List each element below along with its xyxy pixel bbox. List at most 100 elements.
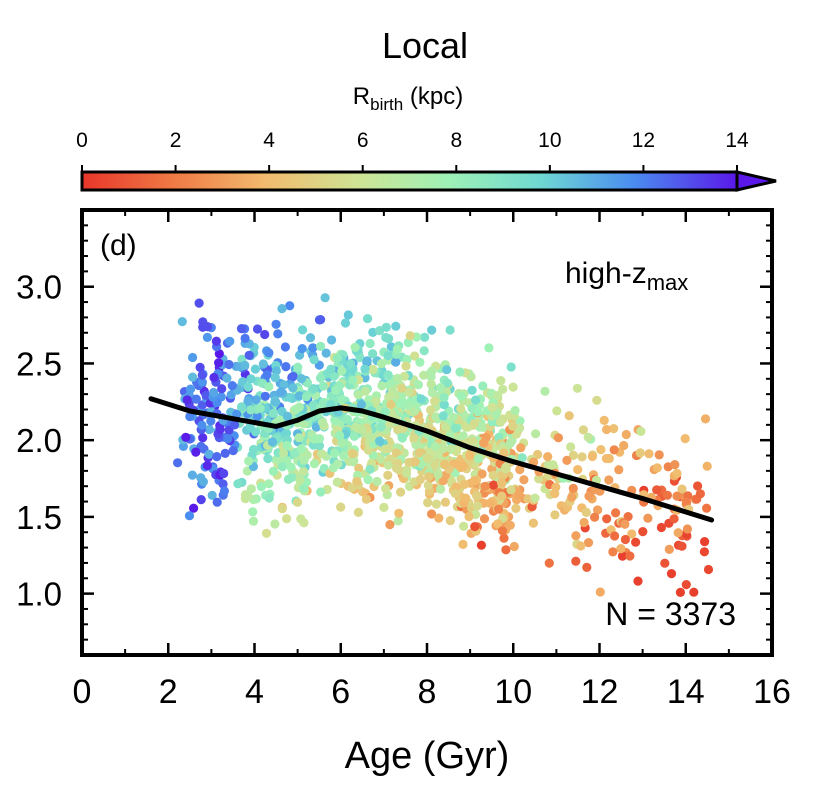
scatter-point: [448, 412, 458, 422]
scatter-point: [198, 477, 208, 487]
scatter-point: [348, 375, 358, 385]
scatter-point: [656, 522, 667, 533]
scatter-point: [420, 332, 430, 342]
scatter-point: [357, 425, 367, 435]
scatter-point: [579, 517, 589, 528]
scatter-point: [496, 478, 507, 488]
scatter-point: [332, 477, 342, 487]
scatter-point: [699, 547, 710, 557]
scatter-point: [515, 423, 525, 433]
scatter-point: [456, 404, 466, 414]
scatter-point: [288, 383, 298, 393]
scatter-point: [309, 434, 319, 444]
scatter-point: [380, 407, 390, 417]
scatter-point: [376, 359, 387, 369]
scatter-point: [329, 448, 340, 458]
scatter-point: [185, 411, 195, 422]
scatter-point: [495, 417, 506, 427]
scatter-point: [305, 333, 316, 343]
colorbar-tick-label: 4: [263, 129, 275, 152]
x-tick-label: 16: [753, 673, 791, 711]
scatter-point: [383, 470, 393, 480]
y-tick-label: 1.0: [16, 576, 62, 613]
scatter-point: [264, 348, 274, 358]
scatter-point: [282, 411, 293, 421]
scatter-point: [595, 587, 605, 597]
scatter-point: [478, 422, 488, 432]
scatter-point: [194, 298, 204, 308]
scatter-point: [700, 414, 711, 424]
x-tick-label: 2: [159, 673, 178, 711]
scatter-point: [285, 301, 295, 311]
annotation-subscript: max: [647, 270, 689, 295]
scatter-point: [277, 462, 287, 472]
scatter-point: [530, 493, 540, 503]
scatter-point: [211, 336, 221, 346]
scatter-point: [311, 422, 321, 432]
scatter-point: [446, 444, 456, 454]
scatter-point: [299, 419, 309, 429]
scatter-point: [381, 483, 391, 494]
scatter-point: [501, 545, 511, 555]
scatter-point: [445, 325, 455, 335]
colorbar: [80, 170, 739, 192]
scatter-point: [391, 321, 401, 331]
scatter-point: [567, 492, 577, 502]
scatter-point: [459, 521, 469, 531]
scatter-point: [703, 564, 714, 575]
scatter-point: [277, 304, 287, 314]
scatter-point: [264, 479, 274, 489]
x-tick-label: 8: [418, 673, 437, 711]
x-tick-label: 0: [73, 673, 92, 711]
scatter-point: [472, 501, 482, 511]
scatter-point: [680, 434, 690, 444]
scatter-point: [316, 487, 326, 497]
scatter-point: [271, 397, 281, 407]
count-label: N = 3373: [605, 596, 736, 632]
x-tick-label: 4: [245, 673, 264, 711]
scatter-point: [308, 343, 318, 353]
scatter-point: [438, 444, 448, 454]
scatter-point: [262, 370, 272, 380]
scatter-point: [682, 524, 693, 534]
scatter-point: [517, 453, 527, 463]
scatter-point: [592, 395, 602, 405]
scatter-point: [227, 381, 237, 391]
scatter-point: [505, 520, 515, 530]
scatter-point: [236, 324, 247, 334]
scatter-point: [544, 558, 554, 568]
scatter-point: [644, 449, 654, 459]
scatter-point: [488, 470, 498, 480]
scatter-point: [223, 434, 233, 444]
scatter-point: [623, 511, 633, 522]
scatter-point: [540, 386, 550, 396]
scatter-point: [604, 475, 614, 485]
scatter-point: [693, 481, 703, 491]
scatter-point: [476, 540, 486, 550]
scatter-point: [596, 445, 606, 455]
scatter-point: [430, 460, 440, 470]
scatter-point: [478, 381, 488, 391]
scatter-point: [375, 436, 385, 446]
scatter-point: [201, 390, 211, 400]
scatter-point: [496, 376, 506, 386]
scatter-point: [296, 374, 306, 384]
scatter-point: [343, 310, 353, 320]
scatter-point: [282, 514, 292, 524]
colorbar-label-unit: (kpc): [403, 83, 463, 110]
scatter-point: [590, 512, 600, 522]
scatter-point: [276, 387, 286, 397]
scatter-point: [440, 422, 450, 432]
scatter-point: [337, 438, 347, 448]
scatter-point: [584, 491, 594, 501]
scatter-point: [207, 490, 217, 500]
scatter-point: [458, 461, 468, 471]
scatter-points: [173, 293, 714, 598]
scatter-point: [571, 531, 581, 541]
scatter-point: [424, 472, 434, 482]
scatter-point: [353, 507, 363, 517]
scatter-point: [283, 474, 293, 484]
scatter-point: [609, 445, 619, 455]
scatter-point: [295, 475, 305, 485]
